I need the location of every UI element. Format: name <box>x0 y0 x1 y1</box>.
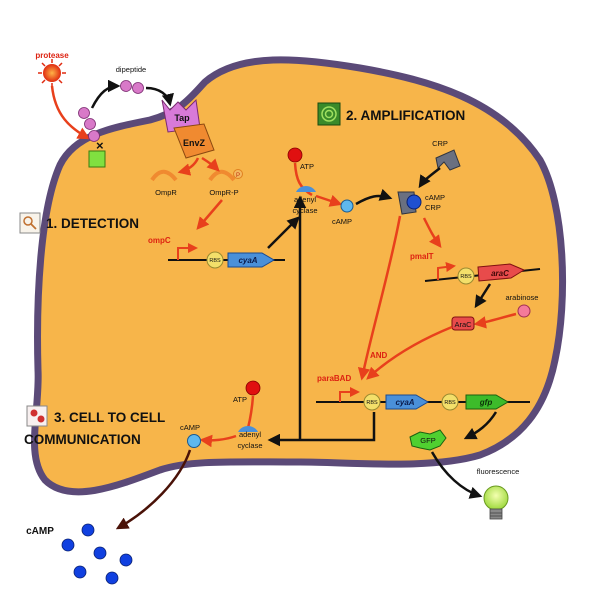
svg-text:GFP: GFP <box>420 436 435 445</box>
section-detection: 1. DETECTION <box>46 216 139 231</box>
svg-text:araC: araC <box>491 269 509 278</box>
fluorescence-label: fluorescence <box>477 467 520 476</box>
atp-2 <box>246 381 260 395</box>
light-bulb-icon <box>484 486 508 519</box>
amplification-icon <box>318 103 340 125</box>
svg-text:RBS: RBS <box>444 400 456 406</box>
arabinose-label: arabinose <box>506 293 539 302</box>
dipeptide <box>121 81 144 94</box>
camp-2 <box>188 435 201 448</box>
parabad-promoter-label: paraBAD <box>317 374 351 383</box>
extracellular-camp-label: cAMP <box>26 526 54 537</box>
camp-2-label: cAMP <box>180 423 200 432</box>
envz-label: EnvZ <box>183 138 206 148</box>
adenyl-cyclase-2-label-a: adenyl <box>239 430 261 439</box>
atp-2-label: ATP <box>233 395 247 404</box>
crp-label: CRP <box>432 139 448 148</box>
section-communication-line1: 3. CELL TO CELL <box>54 410 165 425</box>
atp-1-label: ATP <box>300 162 314 171</box>
phosphate-label: P <box>236 173 240 179</box>
rbs-1: RBS <box>207 252 223 268</box>
protease-label: protease <box>35 51 69 60</box>
ompr-label: OmpR <box>155 188 177 197</box>
adenyl-cyclase-2-label-b: cyclase <box>237 441 262 450</box>
omprp-label: OmpR-P <box>209 188 238 197</box>
camp-1-label: cAMP <box>332 217 352 226</box>
rbs-3: RBS <box>364 394 380 410</box>
svg-text:cyaA: cyaA <box>238 256 257 265</box>
adenyl-cyclase-1-label-b: cyclase <box>292 206 317 215</box>
ompc-promoter-label: ompC <box>148 236 171 245</box>
extracellular-camp-molecules <box>62 524 132 584</box>
svg-text:RBS: RBS <box>209 258 221 264</box>
membrane-receptor <box>89 151 105 167</box>
tap-label: Tap <box>174 113 190 123</box>
pmalt-promoter-label: pmalT <box>410 252 434 261</box>
adenyl-cyclase-1-label-a: adenyl <box>294 195 316 204</box>
section-communication-line2: COMMUNICATION <box>24 432 141 447</box>
svg-text:AraC: AraC <box>454 320 472 329</box>
peptide-to-dipeptide-arrow <box>92 86 118 108</box>
protease <box>38 59 66 87</box>
svg-text:cyaA: cyaA <box>395 398 414 407</box>
rbs-4: RBS <box>442 394 458 410</box>
dipeptide-label: dipeptide <box>116 65 146 74</box>
peptide-chain <box>79 108 100 142</box>
svg-text:gfp: gfp <box>479 398 493 407</box>
magnifier-icon <box>20 213 40 233</box>
svg-text:RBS: RBS <box>366 400 378 406</box>
and-label: AND <box>370 351 388 360</box>
atp-1 <box>288 148 302 162</box>
camp-1 <box>341 200 353 212</box>
section-amplification: 2. AMPLIFICATION <box>346 108 465 123</box>
dipeptide-to-tap-arrow <box>146 88 170 104</box>
arabinose <box>518 305 530 317</box>
complex-camp-label: cAMP <box>425 193 445 202</box>
cells-icon <box>27 406 47 426</box>
complex-crp-label: CRP <box>425 203 441 212</box>
arac-protein: AraC <box>452 317 474 330</box>
svg-text:RBS: RBS <box>460 274 472 280</box>
rbs-2: RBS <box>458 268 474 284</box>
